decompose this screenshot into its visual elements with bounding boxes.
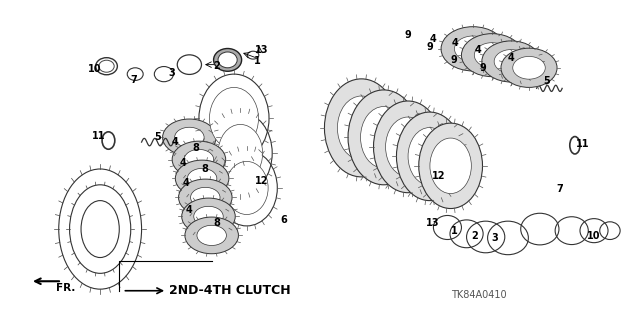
Ellipse shape [374, 101, 442, 193]
Text: 1: 1 [254, 56, 261, 66]
Text: 9: 9 [404, 30, 412, 40]
Text: 2: 2 [213, 61, 220, 71]
Ellipse shape [218, 124, 262, 182]
Text: 9: 9 [451, 55, 457, 65]
Ellipse shape [360, 107, 407, 168]
Text: 2: 2 [472, 231, 478, 241]
Text: 4: 4 [475, 45, 481, 56]
Text: 10: 10 [88, 64, 102, 74]
Ellipse shape [441, 27, 505, 71]
Ellipse shape [396, 112, 463, 201]
Ellipse shape [513, 56, 545, 79]
Ellipse shape [191, 187, 220, 208]
Text: 7: 7 [556, 184, 563, 194]
Text: 9: 9 [480, 63, 486, 73]
Text: 4: 4 [183, 178, 189, 188]
Ellipse shape [172, 141, 226, 178]
Ellipse shape [188, 168, 217, 189]
Text: 7: 7 [131, 76, 138, 85]
Ellipse shape [474, 43, 510, 68]
Text: 4: 4 [430, 34, 437, 44]
Text: 11: 11 [92, 131, 105, 141]
Ellipse shape [179, 179, 232, 216]
Text: 8: 8 [192, 144, 199, 153]
Ellipse shape [214, 48, 242, 71]
Ellipse shape [494, 49, 528, 73]
Ellipse shape [182, 198, 236, 235]
Ellipse shape [185, 217, 239, 254]
Text: 11: 11 [577, 139, 590, 149]
Text: 5: 5 [154, 132, 161, 142]
Ellipse shape [175, 127, 204, 147]
Text: 6: 6 [280, 215, 287, 225]
Ellipse shape [408, 128, 451, 185]
Text: 4: 4 [508, 53, 515, 63]
Ellipse shape [218, 52, 237, 68]
Text: 10: 10 [588, 231, 601, 241]
Ellipse shape [225, 161, 268, 214]
Ellipse shape [348, 90, 419, 185]
Text: TK84A0410: TK84A0410 [451, 291, 507, 300]
Ellipse shape [482, 41, 540, 82]
Text: 5: 5 [543, 76, 550, 86]
Ellipse shape [501, 48, 557, 87]
Text: 4: 4 [172, 137, 178, 147]
Ellipse shape [454, 36, 492, 62]
Text: 4: 4 [186, 205, 193, 215]
Text: 4: 4 [180, 158, 186, 168]
Ellipse shape [461, 33, 523, 77]
Ellipse shape [175, 160, 229, 197]
Ellipse shape [163, 119, 216, 156]
Text: 9: 9 [426, 42, 433, 52]
Text: 1: 1 [451, 226, 457, 236]
Text: 3: 3 [169, 68, 175, 78]
Text: 12: 12 [255, 176, 268, 186]
Ellipse shape [197, 225, 227, 246]
Text: 4: 4 [452, 39, 458, 48]
Ellipse shape [324, 79, 398, 177]
Ellipse shape [419, 123, 483, 209]
Ellipse shape [337, 96, 385, 160]
Text: 12: 12 [432, 171, 445, 181]
Text: 8: 8 [213, 218, 220, 228]
Text: 13: 13 [426, 219, 440, 228]
Text: 2ND-4TH CLUTCH: 2ND-4TH CLUTCH [169, 284, 291, 297]
Ellipse shape [385, 117, 430, 177]
Ellipse shape [430, 138, 471, 194]
Text: FR.: FR. [56, 284, 75, 293]
Text: 13: 13 [255, 45, 268, 56]
Text: 3: 3 [492, 233, 499, 243]
Text: 8: 8 [202, 164, 209, 174]
Ellipse shape [209, 87, 259, 149]
Ellipse shape [184, 149, 214, 170]
Ellipse shape [194, 206, 223, 226]
